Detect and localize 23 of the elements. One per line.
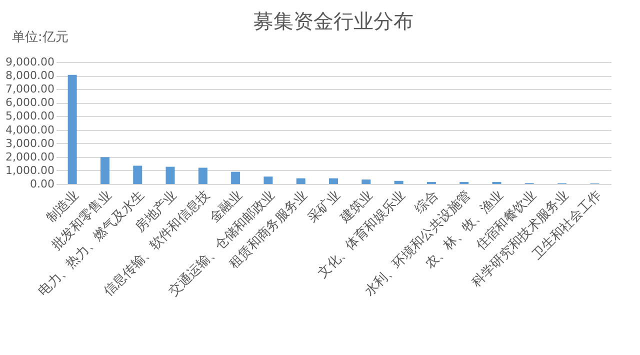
bar (133, 166, 142, 184)
chart-title: 募集资金行业分布 (254, 9, 414, 33)
bar (231, 172, 240, 184)
text: 单位:亿元 (12, 29, 68, 46)
bar (362, 180, 371, 184)
y-tick-label: 0.00 (30, 178, 54, 190)
y-tick-label: 4,000.00 (6, 123, 54, 136)
bar (394, 180, 404, 184)
y-tick-label: 5,000.00 (6, 110, 54, 123)
y-tick-label: 1,000.00 (6, 164, 54, 177)
bar (329, 178, 338, 184)
y-tick-label: 9,000.00 (6, 56, 54, 68)
y-tick-label: 8,000.00 (6, 69, 54, 82)
y-tick-label: 7,000.00 (6, 82, 54, 96)
bar (264, 176, 273, 184)
bar (166, 166, 175, 184)
y-tick-label: 6,000.00 (6, 96, 54, 110)
bar (100, 157, 110, 184)
y-tick-label: 3,000.00 (6, 136, 54, 150)
bar (296, 178, 306, 184)
bar (198, 168, 208, 184)
y-tick-label: 2,000.00 (6, 150, 54, 164)
bar (68, 74, 77, 184)
